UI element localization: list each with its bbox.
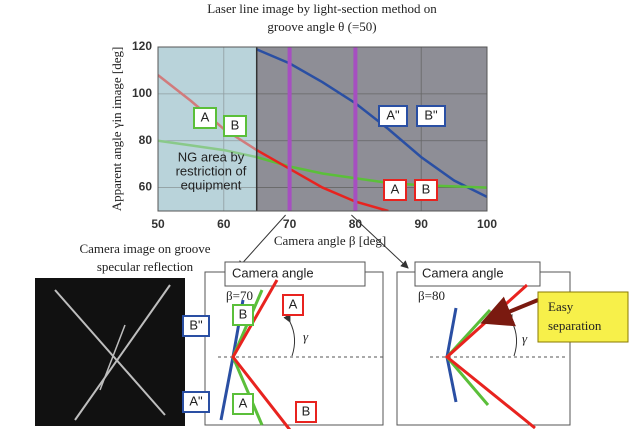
- x-tick-label: 100: [477, 217, 497, 231]
- chart: Laser line image by light-section method…: [109, 1, 497, 268]
- y-tick-label: 80: [139, 133, 153, 147]
- diagrams: Camera image on groove specular reflecti…: [35, 241, 628, 429]
- caption: Camera image on groove: [79, 241, 210, 256]
- label: B: [422, 181, 431, 196]
- x-tick-label: 50: [151, 217, 165, 231]
- y-tick-label: 100: [132, 86, 152, 100]
- label: A: [289, 296, 298, 311]
- x-axis-label: Camera angle β [deg]: [274, 233, 386, 248]
- caption: specular reflection: [97, 259, 194, 274]
- panel-title: Camera angle: [422, 265, 504, 280]
- gamma: γ: [303, 329, 309, 344]
- figure: Laser line image by light-section method…: [0, 0, 634, 429]
- y-tick-label: 120: [132, 39, 152, 53]
- x-tick-label: 90: [415, 217, 429, 231]
- chart-title: groove angle θ (=50): [267, 19, 376, 34]
- label: A: [239, 395, 248, 410]
- x-tick-label: 70: [283, 217, 297, 231]
- x-tick-label: 60: [217, 217, 231, 231]
- ng-text: NG area by: [178, 149, 245, 164]
- chart-title: Laser line image by light-section method…: [207, 1, 437, 16]
- y-axis-label: Apparent angle γin image [deg]: [109, 47, 124, 212]
- y-tick-label: 60: [139, 180, 153, 194]
- label: B: [239, 306, 248, 321]
- label: B: [231, 117, 240, 132]
- beta: β=80: [418, 288, 445, 303]
- ng-text: restriction of: [176, 163, 247, 178]
- label: A": [189, 393, 203, 408]
- ng-text: equipment: [181, 177, 242, 192]
- label: A: [201, 109, 210, 124]
- panel-title: Camera angle: [232, 265, 314, 280]
- callout: separation: [548, 318, 602, 333]
- gamma: γ: [522, 331, 528, 346]
- label: A: [391, 181, 400, 196]
- label: B: [302, 403, 311, 418]
- label: B": [189, 317, 203, 332]
- beta: β=70: [226, 288, 253, 303]
- label: A": [386, 107, 400, 122]
- callout: Easy: [548, 299, 574, 314]
- label: B": [424, 107, 438, 122]
